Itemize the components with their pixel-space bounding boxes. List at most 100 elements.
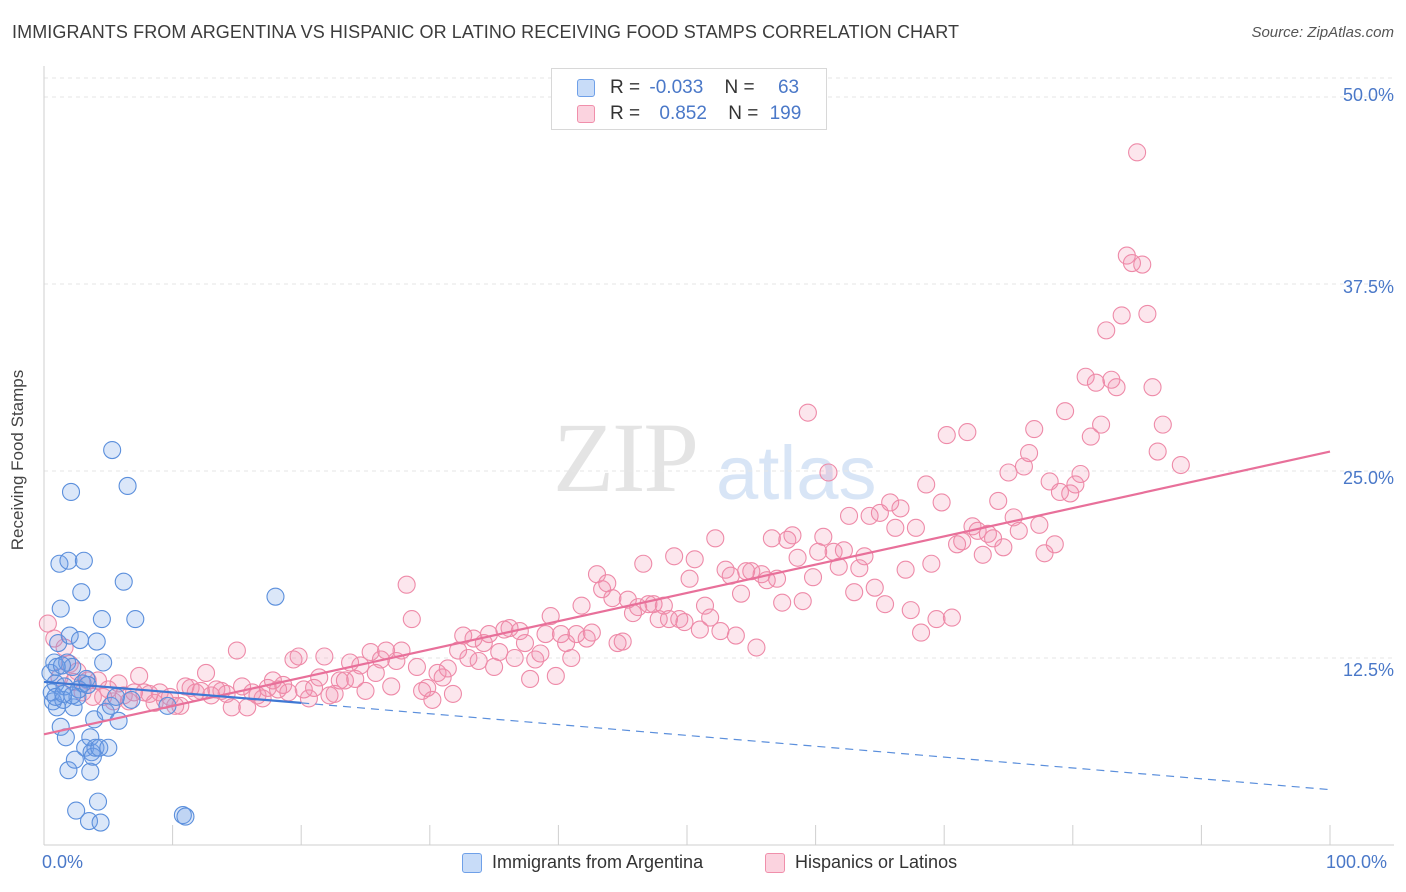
hispanic-point [989,491,1008,510]
hispanic-point [948,535,967,554]
hispanic-point [665,547,684,566]
hispanic-point [1086,373,1105,392]
hispanic-point [227,641,246,660]
hispanic-point [418,678,437,697]
hispanic-point [881,493,900,512]
argentina-point [122,690,141,709]
hispanic-point [562,648,581,668]
hispanic-point [793,592,812,611]
hispanic-point [994,538,1013,557]
hispanic-point [1138,304,1157,323]
hispanic-point [1009,521,1028,540]
argentina-point [70,630,90,650]
watermark-atlas: atlas [716,431,877,516]
hispanic-point [973,545,992,564]
argentina-point [52,656,72,675]
hispanic-point [1171,455,1190,475]
hispanic-point [546,666,565,686]
hispanic-point [1056,402,1075,421]
hispanic-point [1092,415,1111,434]
argentina-point [92,610,111,629]
hispanic-point [407,657,426,677]
r-value: 0.852 [659,103,707,124]
hispanic-point [762,529,781,548]
hispanic-point [958,423,977,442]
hispanic-point [1025,420,1044,439]
hispanic-point [726,626,745,645]
hispanic-point [490,642,509,662]
hispanic-point [1143,378,1162,397]
hispanic-point [88,671,108,690]
hispanic-point [454,626,473,645]
blue-swatch-icon [577,79,595,97]
argentina-point [51,599,70,618]
hispanic-point [675,613,694,632]
hispanic-point [551,625,571,644]
hispanic-point [932,493,951,512]
hispanic-point [1153,415,1172,434]
hispanic-point [577,629,596,648]
argentina-point [67,801,86,820]
argentina-point [59,761,78,780]
hispanic-point [999,463,1018,482]
argentina-point [79,812,99,831]
hispanic-point [901,601,920,620]
hispanic-point [38,614,57,633]
y-tick-label: 50.0% [1342,85,1394,105]
hispanic-point [690,620,709,639]
argentina-point [59,551,78,570]
hispanic-point [279,683,298,702]
hispanic-point [423,690,442,709]
hispanic-point [433,668,452,687]
hispanic-point [891,499,910,518]
argentina-point [81,762,100,781]
hispanic-point [860,506,879,525]
argentina-point [87,632,106,651]
x-tick-label: 100.0% [1326,852,1388,872]
hispanic-point [670,610,689,629]
hispanic-point [659,610,679,629]
hispanic-point [927,610,946,629]
argentina-point [118,476,137,496]
hispanic-point [438,659,457,678]
hispanic-point [922,554,941,573]
argentina-point [65,750,84,769]
argentina-point [74,551,93,570]
hispanic-point [531,644,550,663]
hispanic-point [536,625,555,644]
hispanic-point [773,593,792,612]
hispanic-point [937,426,956,445]
pink-swatch-icon [577,105,595,123]
legend-label: Hispanics or Latinos [795,852,958,872]
argentina-point [94,653,113,672]
hispanic-point [1014,457,1033,476]
hispanic-point [222,698,241,717]
stats-text: R = -0.033 N = 63 [610,77,799,99]
blue-swatch-icon [462,852,482,873]
hispanic-point [803,568,823,587]
hispanic-point [413,681,432,700]
hispanic-point [305,678,324,697]
pink-swatch-icon [765,852,785,873]
hispanic-point [886,518,905,537]
legend-item-argentina: Immigrants from Argentina [462,852,703,873]
hispanic-point [839,506,859,525]
hispanic-point [315,647,334,666]
hispanic-point [798,403,817,422]
source-label: Source: ZipAtlas.com [1251,24,1394,41]
hispanic-point [541,607,560,626]
hispanic-point [196,663,216,683]
argentina-point [86,738,105,757]
y-axis-label: Receiving Food Stamps [8,369,27,551]
n-value: 199 [769,103,802,124]
hispanic-point [397,575,416,594]
hispanic-point [865,578,884,597]
hispanic-point [1081,427,1100,446]
hispanic-point [649,610,668,629]
argentina-point [103,441,122,460]
hispanic-point [850,559,869,578]
hispanic-point [680,569,699,588]
n-label: N = [724,77,755,98]
hispanic-point [402,610,421,629]
hispanic-point [572,596,591,615]
